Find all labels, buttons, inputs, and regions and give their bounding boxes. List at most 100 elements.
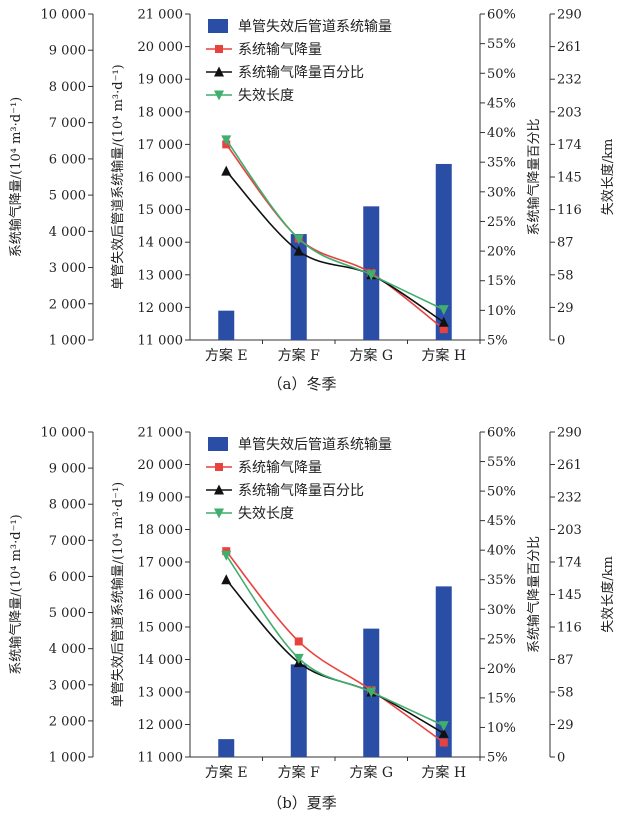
series-line: [225, 139, 445, 311]
legend-marker: [214, 66, 224, 77]
y2-tick-label: 12 000: [138, 718, 184, 733]
legend-entry: 失效长度: [238, 506, 294, 522]
data-point: [221, 135, 232, 146]
y1-tick-label: 8 000: [49, 80, 86, 95]
axis-y3-label: 系统输气降量百分比: [526, 118, 542, 235]
y4-tick-label: 261: [557, 458, 582, 473]
legend-entry: 系统输气降量百分比: [238, 65, 364, 81]
legend-swatch: [208, 437, 228, 451]
y3-tick-label: 50%: [487, 67, 516, 82]
legend-entry: 系统输气降量: [238, 42, 322, 58]
axis-y4-label: 失效长度/km: [600, 139, 616, 216]
data-point: [221, 550, 232, 561]
y4-tick-label: 290: [557, 8, 582, 23]
legend-entry: 单管失效后管道系统输量: [238, 437, 392, 453]
y2-tick-label: 21 000: [138, 426, 184, 441]
y1-tick-label: 4 000: [49, 225, 86, 240]
y2-tick-label: 19 000: [138, 73, 184, 88]
y3-tick-label: 35%: [487, 156, 516, 171]
y3-tick-label: 20%: [487, 245, 516, 260]
y4-tick-label: 261: [557, 40, 582, 55]
y3-tick-label: 5%: [487, 751, 508, 766]
data-point: [293, 234, 304, 245]
y3-tick-label: 25%: [487, 215, 516, 230]
axis-y2-label: 单管失效后管道系统输量/(10⁴ m³·d⁻¹): [110, 64, 126, 289]
series-line: [225, 554, 445, 727]
y1-tick-label: 6 000: [49, 570, 86, 585]
y2-tick-label: 11 000: [138, 751, 184, 766]
y4-tick-label: 174: [557, 556, 582, 571]
y1-tick-label: 6 000: [49, 152, 86, 167]
y2-tick-label: 18 000: [138, 105, 184, 120]
y3-tick-label: 50%: [487, 485, 516, 500]
axis-y1-label: 系统输气降量/(10⁴ m³·d⁻¹): [8, 514, 24, 674]
series-line: [225, 550, 445, 744]
chart-panel-1: 1 000 2 000 3 000 4 000 5 000 6 000 7 000 8 000…: [8, 426, 616, 813]
y1-tick-label: 10 000: [41, 8, 87, 23]
y3-tick-label: 55%: [487, 455, 516, 470]
y2-tick-label: 17 000: [138, 138, 184, 153]
data-point: [438, 316, 449, 327]
y4-tick-label: 116: [557, 203, 582, 218]
y4-tick-label: 0: [557, 334, 565, 349]
bar: [290, 234, 307, 340]
y2-tick-label: 21 000: [138, 8, 184, 23]
legend-marker: [214, 508, 224, 519]
y3-tick-label: 45%: [487, 96, 516, 111]
y1-tick-label: 5 000: [49, 606, 86, 621]
axis-y3-label: 系统输气降量百分比: [526, 536, 542, 653]
legend-marker: [214, 90, 224, 101]
y4-tick-label: 145: [557, 588, 582, 603]
y3-tick-label: 35%: [487, 573, 516, 588]
y4-tick-label: 87: [557, 653, 574, 668]
y3-tick-label: 45%: [487, 514, 516, 529]
y1-tick-label: 2 000: [49, 714, 86, 729]
y4-tick-label: 29: [557, 301, 574, 316]
data-point: [221, 165, 232, 176]
data-point: [366, 687, 377, 698]
bar: [218, 739, 235, 757]
data-point: [366, 270, 377, 281]
x-tick-label: 方案 G: [349, 764, 393, 781]
y2-tick-label: 15 000: [138, 203, 184, 218]
y3-tick-label: 55%: [487, 37, 516, 52]
legend-entry: 失效长度: [238, 88, 294, 104]
data-point: [293, 245, 304, 256]
y3-tick-label: 25%: [487, 632, 516, 647]
y1-tick-label: 4 000: [49, 642, 86, 657]
x-tick-label: 方案 H: [421, 764, 466, 781]
y2-tick-label: 14 000: [138, 236, 184, 251]
y4-tick-label: 203: [557, 105, 582, 120]
y4-tick-label: 145: [557, 171, 582, 186]
y2-tick-label: 12 000: [138, 301, 184, 316]
y2-tick-label: 16 000: [138, 588, 184, 603]
data-point: [438, 305, 449, 316]
chart-panel-0: 1 000 2 000 3 000 4 000 5 000 6 000 7 000 8 000…: [8, 8, 616, 394]
y3-tick-label: 20%: [487, 662, 516, 677]
y1-tick-label: 3 000: [49, 678, 86, 693]
y4-tick-label: 0: [557, 751, 565, 766]
y2-tick-label: 14 000: [138, 653, 184, 668]
y4-tick-label: 203: [557, 523, 582, 538]
axis-y1-label: 系统输气降量/(10⁴ m³·d⁻¹): [8, 97, 24, 257]
y3-tick-label: 40%: [487, 544, 516, 559]
x-tick-label: 方案 G: [349, 347, 393, 364]
y3-tick-label: 15%: [487, 274, 516, 289]
data-point: [439, 738, 448, 747]
data-point: [438, 721, 449, 732]
y3-tick-label: 30%: [487, 603, 516, 618]
y3-tick-label: 60%: [487, 426, 516, 441]
y3-tick-label: 60%: [487, 8, 516, 23]
legend-marker: [215, 45, 223, 53]
y1-tick-label: 9 000: [49, 462, 86, 477]
y1-tick-label: 7 000: [49, 116, 86, 131]
legend-swatch: [208, 19, 228, 33]
y4-tick-label: 87: [557, 236, 574, 251]
y1-tick-label: 2 000: [49, 297, 86, 312]
y2-tick-label: 18 000: [138, 523, 184, 538]
y4-tick-label: 58: [557, 686, 574, 701]
y1-tick-label: 1 000: [49, 751, 86, 766]
y3-tick-label: 30%: [487, 185, 516, 200]
y4-tick-label: 174: [557, 138, 582, 153]
